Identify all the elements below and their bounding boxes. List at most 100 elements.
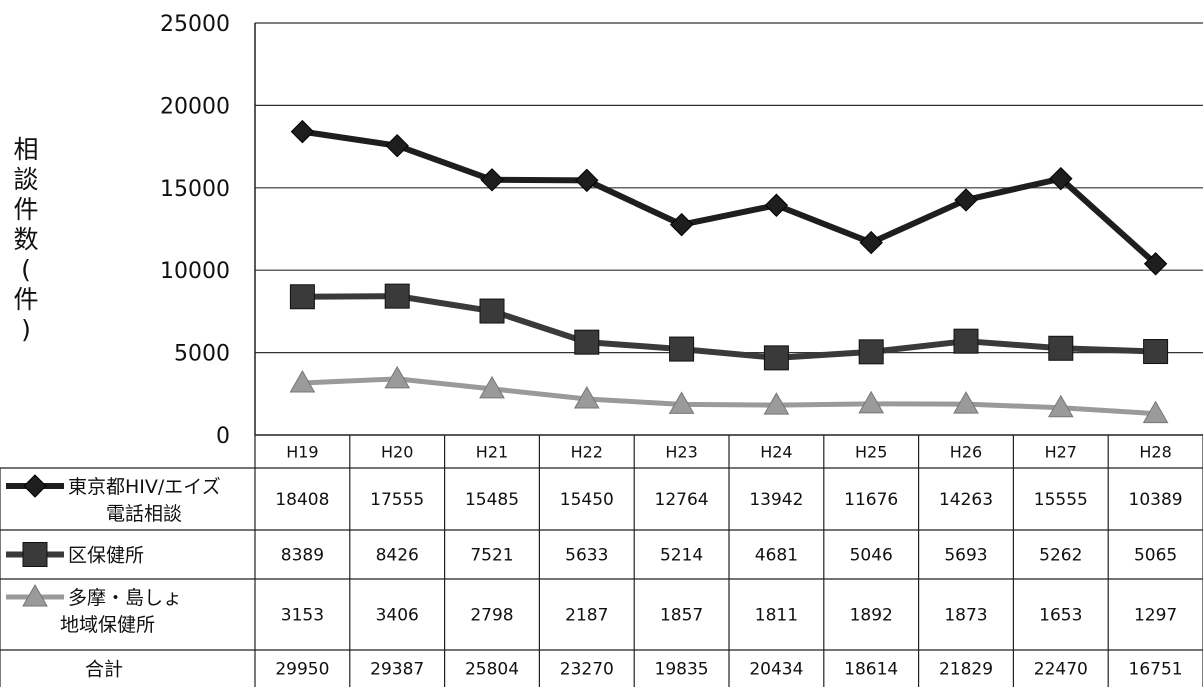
data-point [1142,400,1169,424]
total-value: 20434 [749,660,803,680]
y-axis-label-char: 数 [13,225,38,254]
total-label: 合計 [85,659,123,681]
x-category-label: H24 [760,443,792,462]
data-point [384,365,411,389]
series-name: 地域保健所 [60,614,155,636]
data-point [574,329,600,355]
x-category-label: H25 [855,443,887,462]
data-label: 1297 [1134,606,1177,626]
y-tick-label: 5000 [174,342,230,367]
y-axis-label-char: ( [21,255,31,284]
data-point [764,193,789,217]
x-category-label: H26 [950,443,982,462]
y-axis-label-char: ) [21,315,31,344]
series-line [302,293,1156,361]
data-point [1143,252,1168,276]
data-point [954,188,978,212]
x-category-label: H27 [1045,443,1077,462]
data-point [858,339,884,365]
data-label: 1811 [755,606,798,626]
total-value: 23270 [560,660,614,680]
legend-key-marker [22,583,48,607]
data-label: 5065 [1134,546,1177,566]
y-tick-label: 0 [216,424,230,449]
data-point [859,230,883,255]
data-point [479,375,505,399]
x-category-label: H22 [571,443,603,462]
legend-key-marker [23,474,47,498]
data-label: 8389 [281,546,324,566]
data-point [1048,335,1074,361]
data-label: 5693 [944,546,987,566]
total-value: 18614 [844,660,898,680]
data-label: 15485 [465,490,519,510]
data-label: 18408 [275,490,329,510]
y-axis-label-char: 相 [13,135,38,164]
data-point [953,391,979,414]
data-point [385,133,409,158]
data-point [289,370,316,393]
data-label: 7521 [470,546,513,566]
data-point [858,390,885,414]
data-label: 5046 [850,546,893,566]
data-label: 14263 [939,490,993,510]
total-value: 21829 [939,660,993,680]
data-label: 11676 [844,490,898,510]
y-tick-label: 20000 [160,94,230,119]
x-category-label: H20 [381,443,413,462]
data-point [763,345,789,371]
data-point [668,391,695,414]
data-point [290,119,315,144]
total-value: 25804 [465,660,519,680]
data-label: 8426 [376,546,419,566]
data-label: 12764 [655,490,709,510]
data-point [573,385,600,409]
y-tick-label: 15000 [160,177,230,202]
data-label: 10389 [1129,490,1183,510]
data-point [763,392,790,415]
legend-key-marker [22,542,48,567]
data-point [384,283,410,309]
data-label: 4681 [755,546,798,566]
data-label: 1892 [850,606,893,626]
x-category-label: H19 [286,443,318,462]
series-line [302,376,1156,417]
data-label: 1857 [660,606,703,626]
data-label: 13942 [749,490,803,510]
x-category-label: H21 [476,443,508,462]
series-name: 多摩・島しょ [68,587,182,609]
y-axis-label-char: 談 [13,165,38,194]
series-line [301,128,1158,267]
data-point [479,298,505,324]
total-value: 19835 [655,660,709,680]
data-point [669,336,695,362]
data-point [669,212,694,237]
data-point [1047,394,1074,418]
data-point [480,168,504,192]
data-point [953,328,979,354]
x-category-label: H23 [665,443,697,462]
data-label: 5214 [660,546,703,566]
y-axis-label-char: 件 [13,195,38,224]
y-tick-label: 10000 [160,259,230,284]
series-name: 電話相談 [106,503,182,525]
data-label: 2798 [470,606,513,626]
series-name: 東京都HIV/エイズ [68,476,221,498]
data-point [1049,166,1073,191]
total-value: 29387 [370,660,424,680]
data-label: 1653 [1039,606,1082,626]
data-label: 1873 [944,606,987,626]
data-label: 15450 [560,490,614,510]
data-label: 2187 [565,606,608,626]
data-label: 5262 [1039,546,1082,566]
series-name: 区保健所 [68,545,144,567]
total-value: 29950 [275,660,329,680]
data-point [289,284,315,310]
total-value: 22470 [1034,660,1088,680]
total-value: 16751 [1129,660,1183,680]
data-label: 17555 [370,490,424,510]
data-point [1143,339,1169,365]
data-label: 3406 [376,606,419,626]
y-axis-label-char: 件 [13,285,38,314]
